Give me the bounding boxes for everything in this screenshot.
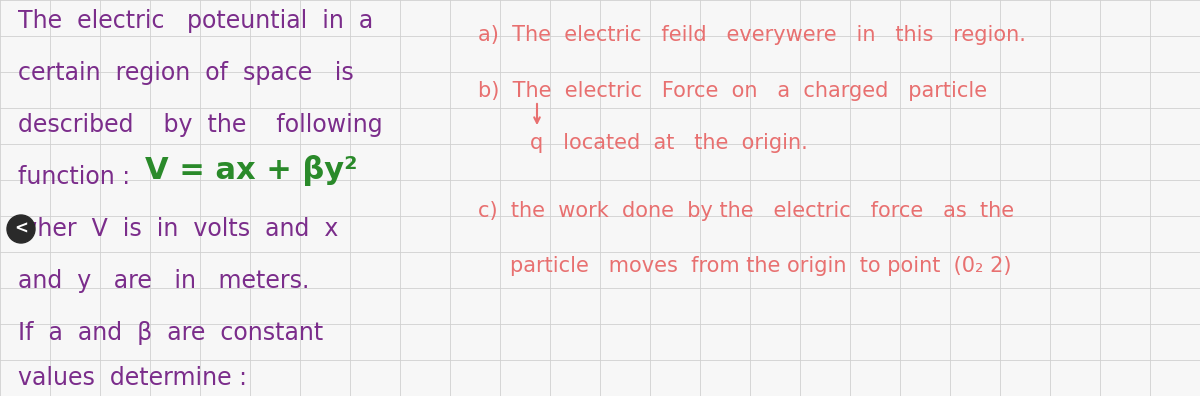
Text: b)  The  electric   Force  on   a  charged   particle: b) The electric Force on a charged parti…: [478, 81, 988, 101]
Text: q   located  at   the  origin.: q located at the origin.: [530, 133, 808, 153]
Text: c)  the  work  done  by the   electric   force   as  the: c) the work done by the electric force a…: [478, 201, 1014, 221]
Text: a)  The  electric   feild   everywere   in   this   region.: a) The electric feild everywere in this …: [478, 25, 1026, 45]
Text: particle   moves  from the origin  to point  (0₂ 2): particle moves from the origin to point …: [510, 256, 1012, 276]
Text: certain  region  of  space   is: certain region of space is: [18, 61, 354, 85]
Text: The  electric   poteuntial  in  a: The electric poteuntial in a: [18, 9, 373, 33]
Text: If  a  and  β  are  constant: If a and β are constant: [18, 321, 323, 345]
Text: and  y   are   in   meters.: and y are in meters.: [18, 269, 310, 293]
Text: V = ax + βy²: V = ax + βy²: [145, 156, 358, 187]
Text: wher  V  is  in  volts  and  x: wher V is in volts and x: [18, 217, 338, 241]
Text: function :: function :: [18, 165, 130, 189]
Text: <: <: [14, 220, 28, 238]
Circle shape: [7, 215, 35, 243]
Text: values  determine :: values determine :: [18, 366, 247, 390]
Text: described    by  the    following: described by the following: [18, 113, 383, 137]
